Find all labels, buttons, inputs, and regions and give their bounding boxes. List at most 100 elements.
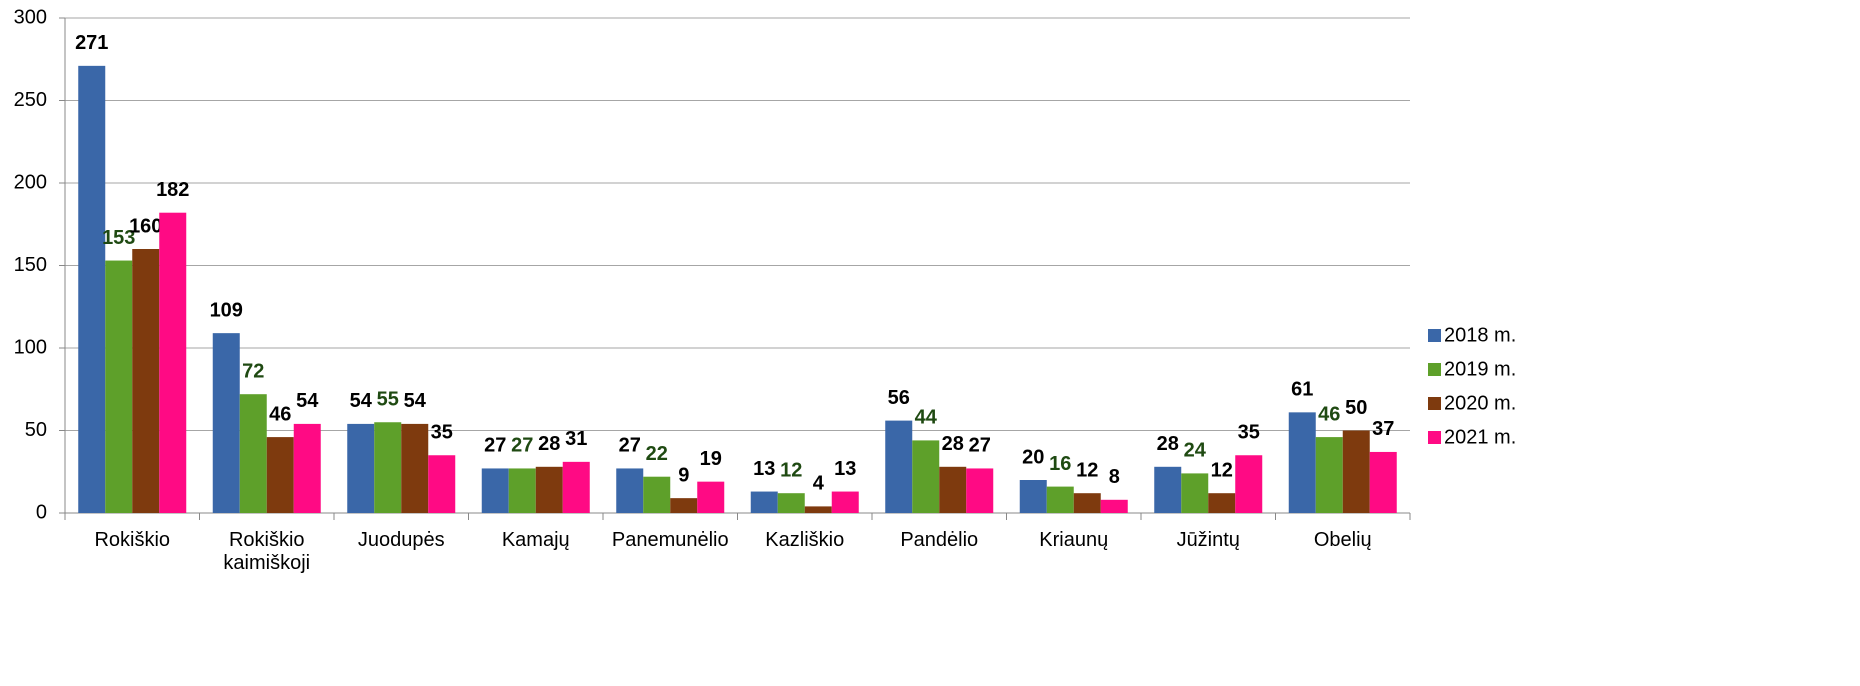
y-tick-label: 150 (14, 254, 47, 276)
value-label: 13 (753, 458, 775, 480)
bar (374, 422, 402, 513)
legend-label: 2021 m. (1444, 426, 1516, 448)
y-tick-label: 250 (14, 89, 47, 111)
value-label: 182 (156, 179, 189, 201)
legend-label: 2020 m. (1444, 392, 1516, 414)
bar (804, 506, 832, 513)
legend-swatch (1428, 363, 1441, 376)
value-label: 16 (1049, 453, 1071, 475)
value-label: 50 (1345, 397, 1367, 419)
bar (966, 468, 994, 513)
bar (885, 420, 913, 513)
value-label: 27 (511, 435, 533, 457)
bar (831, 491, 859, 513)
value-label: 20 (1022, 446, 1044, 468)
bar (401, 423, 429, 513)
value-label: 19 (700, 448, 722, 470)
y-tick-label: 0 (36, 501, 47, 523)
value-label: 12 (1076, 459, 1098, 481)
bar (535, 466, 563, 513)
x-tick-label: Juodupės (357, 529, 445, 551)
value-label: 27 (484, 435, 506, 457)
y-tick-label: 300 (14, 6, 47, 28)
value-label: 31 (565, 428, 587, 450)
value-label: 54 (404, 390, 427, 412)
bar (912, 440, 940, 513)
bar (750, 491, 778, 513)
value-label: 12 (1211, 459, 1233, 481)
value-label: 37 (1372, 418, 1394, 440)
value-label: 35 (431, 422, 453, 444)
value-label: 61 (1291, 379, 1313, 401)
value-label: 27 (619, 435, 641, 457)
bar (1342, 430, 1370, 513)
value-label: 72 (242, 360, 264, 382)
x-tick-label: Obelių (1313, 529, 1372, 551)
x-tick-label: Kamajų (501, 529, 570, 551)
y-tick-label: 100 (14, 336, 47, 358)
x-tick-label: Rokiškio (94, 529, 171, 551)
bar (266, 437, 294, 513)
value-label: 28 (942, 433, 964, 455)
bar (159, 212, 187, 513)
x-tick-label: Jūžintų (1176, 529, 1240, 551)
bar (347, 423, 375, 513)
value-label: 153 (102, 227, 135, 249)
value-label: 28 (1157, 433, 1179, 455)
bar (481, 468, 509, 513)
value-label: 54 (350, 390, 373, 412)
bar (78, 65, 106, 513)
x-tick-label: Kazliškio (765, 529, 845, 551)
bar (1073, 493, 1101, 513)
bar (1369, 451, 1397, 513)
value-label: 4 (813, 473, 825, 495)
legend-swatch (1428, 329, 1441, 342)
value-label: 22 (646, 443, 668, 465)
legend-swatch (1428, 431, 1441, 444)
y-tick-label: 50 (25, 419, 47, 441)
bar (428, 455, 456, 513)
bar (239, 394, 267, 513)
value-label: 12 (780, 459, 802, 481)
bar (508, 468, 536, 513)
value-label: 109 (210, 299, 243, 321)
bar (212, 333, 240, 513)
value-label: 46 (269, 403, 291, 425)
x-tick-label: Rokiškio kaimiškoji (223, 529, 311, 574)
bar (1288, 412, 1316, 513)
value-label: 13 (834, 458, 856, 480)
bar (562, 461, 590, 513)
value-label: 54 (296, 390, 319, 412)
bar (643, 476, 671, 513)
bar (1100, 499, 1128, 513)
bar (1181, 473, 1209, 513)
legend-label: 2018 m. (1444, 324, 1516, 346)
bar (1046, 486, 1074, 513)
bar (1315, 437, 1343, 513)
bar (132, 249, 160, 513)
value-label: 24 (1184, 440, 1207, 462)
bar (616, 468, 644, 513)
bar (777, 493, 805, 513)
value-label: 55 (377, 389, 399, 411)
value-label: 9 (678, 464, 689, 486)
bar (939, 466, 967, 513)
x-tick-label: Pandėlio (900, 529, 979, 551)
bar (670, 498, 698, 513)
value-label: 27 (969, 435, 991, 457)
value-label: 35 (1238, 422, 1260, 444)
bar (697, 481, 725, 513)
legend-label: 2019 m. (1444, 358, 1516, 380)
bar (1019, 480, 1047, 513)
bar (293, 423, 321, 513)
value-label: 28 (538, 433, 560, 455)
value-label: 56 (888, 387, 910, 409)
y-tick-label: 200 (14, 171, 47, 193)
value-label: 44 (915, 407, 938, 429)
value-label: 271 (75, 32, 108, 54)
bar (1154, 466, 1182, 513)
value-label: 46 (1318, 403, 1340, 425)
bar (105, 260, 133, 513)
